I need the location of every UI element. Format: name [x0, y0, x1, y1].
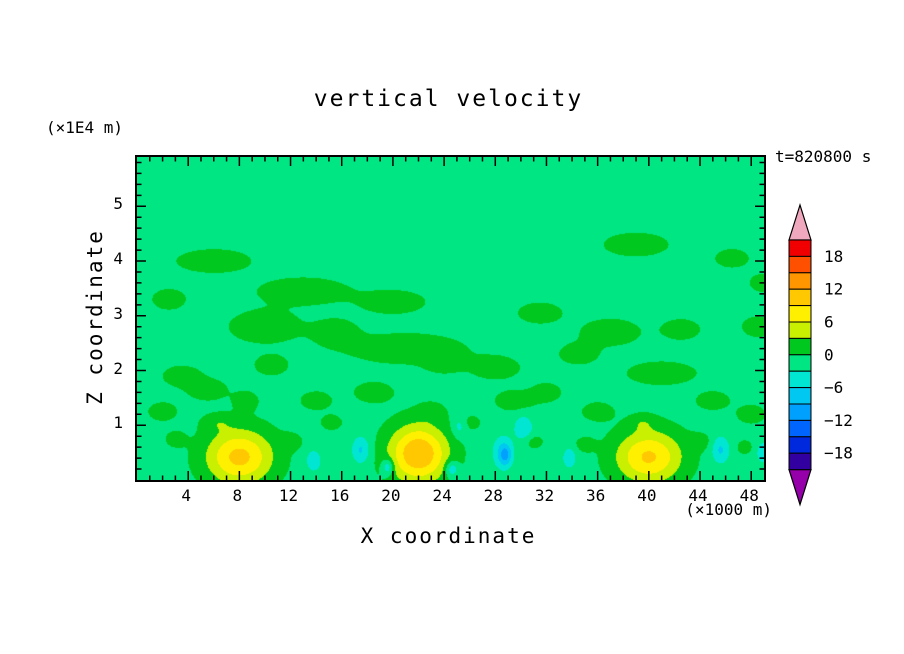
x-tick-label: 24 [432, 486, 452, 505]
colorbar-arrow-top [788, 202, 812, 241]
time-label: t=820800 s [775, 147, 872, 166]
x-tick-label: 4 [181, 486, 191, 505]
colorbar-band [788, 288, 812, 307]
plot-area [135, 155, 766, 482]
colorbar-band [788, 305, 812, 323]
y-tick-label: 5 [113, 194, 123, 214]
x-tick-label: 40 [637, 486, 657, 505]
colorbar-label: −12 [824, 411, 853, 430]
colorbar-label: −18 [824, 444, 853, 463]
colorbar-band [788, 272, 812, 290]
x-tick-label: 32 [534, 486, 555, 505]
x-tick-label: 16 [330, 486, 350, 505]
x-tick-label: 48 [739, 486, 759, 505]
contour-field-canvas [137, 157, 764, 480]
y-tick-label: 4 [113, 249, 123, 269]
x-axis-title: X coordinate [360, 524, 537, 548]
colorbar-band [788, 370, 812, 389]
colorbar: 18 12 6 0 −6 −12 −18 [788, 202, 853, 507]
x-tick-label: 28 [483, 486, 503, 505]
y-tick-label: 1 [113, 413, 123, 433]
colorbar-band [788, 403, 812, 421]
colorbar-label: 0 [824, 345, 834, 364]
x-tick-label: 8 [232, 486, 243, 505]
y-tick-label: 2 [113, 358, 123, 378]
colorbar-label: 6 [824, 313, 834, 332]
y-axis-unit-label: (×1E4 m) [46, 118, 124, 137]
axis-tick-marks [137, 157, 764, 480]
x-tick-label: 44 [688, 486, 708, 505]
colorbar-label: 18 [824, 247, 843, 266]
y-tick-label: 3 [113, 303, 123, 323]
tick-marks-path [137, 157, 764, 480]
colorbar-band [788, 321, 812, 339]
colorbar-band [788, 452, 812, 471]
colorbar-band [788, 387, 812, 405]
colorbar-band [788, 239, 812, 257]
x-tick-label: 36 [586, 486, 606, 505]
colorbar-band [788, 337, 812, 356]
x-tick-label: 12 [278, 486, 299, 505]
x-tick-label: 20 [381, 486, 401, 505]
plot-title: vertical velocity [313, 86, 584, 112]
colorbar-arrow-bottom [788, 469, 812, 507]
colorbar-band [788, 255, 812, 274]
colorbar-label: −6 [824, 378, 843, 397]
colorbar-label: 12 [824, 280, 843, 299]
x-axis-unit-label: (×1000 m) [685, 500, 772, 519]
colorbar-band [788, 419, 812, 438]
colorbar-band [788, 354, 812, 372]
colorbar-band [788, 436, 812, 454]
